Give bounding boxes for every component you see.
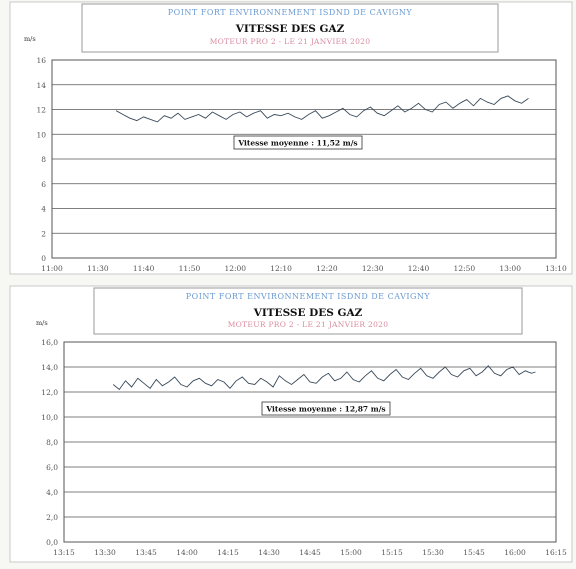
chart-1-unit-label: m/s [24,35,36,43]
chart-2-series-line [112,365,536,391]
chart-1-series-line [115,95,529,123]
chart-2-average-box [261,401,391,416]
chart-2-unit-label: m/s [36,319,48,327]
chart-1-subtitle: MOTEUR PRO 2 - LE 21 JANVIER 2020 [210,37,371,46]
chart-2-title: VITESSE DES GAZ [253,307,363,319]
chart-1-y-tick: 12 [36,106,46,115]
chart-1: POINT FORT ENVIRONNEMENT ISDND DE CAVIGN… [9,1,573,275]
chart-2-x-tick: 15:15 [381,548,403,557]
chart-1-x-tick: 11:50 [179,264,201,273]
chart-2-y-tick: 0,0 [46,538,58,547]
chart-1-x-tick: 11:30 [87,264,109,273]
chart-2-x-tick: 15:45 [463,548,485,557]
chart-1-y-tick: 10 [36,130,46,139]
chart-2-gridlines [64,366,556,518]
chart-2-x-tick: 14:00 [176,548,198,557]
chart-1-average-label: Vitesse moyenne : 11,52 m/s [237,139,357,148]
chart-1-x-tick: 12:50 [454,264,476,273]
chart-1-x-axis: 11:00 11:30 11:40 11:50 12:00 12:10 12:2… [41,264,567,273]
chart-1-x-tick: 12:00 [224,264,246,273]
chart-2-header-box [93,287,523,335]
chart-2-x-tick: 14:30 [258,548,280,557]
chart-2-x-tick: 13:30 [94,548,116,557]
chart-2-x-tick: 13:15 [53,548,75,557]
chart-1-average-box [233,135,363,150]
chart-1-gridlines [52,84,556,234]
chart-1-x-tick: 13:10 [545,264,567,273]
chart-1-x-tick: 12:30 [362,264,384,273]
chart-1-x-tick: 12:20 [316,264,338,273]
chart-2-y-tick: 14,0 [41,363,58,372]
chart-1-header-box [81,3,499,53]
chart-2-y-tick: 12,0 [41,388,58,397]
chart-1-y-tick: 6 [41,180,46,189]
chart-2-x-tick: 14:15 [217,548,239,557]
chart-2-y-tick: 2,0 [46,513,58,522]
chart-1-x-tick: 11:40 [133,264,155,273]
chart-2-x-tick: 16:00 [504,548,526,557]
chart-1-header-top: POINT FORT ENVIRONNEMENT ISDND DE CAVIGN… [168,8,413,17]
chart-1-y-tick: 2 [41,229,46,238]
chart-2-x-tick: 16:15 [545,548,567,557]
chart-2: POINT FORT ENVIRONNEMENT ISDND DE CAVIGN… [9,285,573,563]
chart-1-y-tick: 14 [36,81,46,90]
chart-1-title: VITESSE DES GAZ [235,23,345,35]
chart-2-y-tick: 4,0 [46,488,58,497]
chart-2-y-tick: 6,0 [46,463,58,472]
chart-2-y-tick: 10,0 [41,413,58,422]
chart-2-header-top: POINT FORT ENVIRONNEMENT ISDND DE CAVIGN… [186,292,431,301]
chart-1-x-tick: 11:00 [41,264,63,273]
chart-1-y-tick: 0 [41,254,46,263]
chart-2-y-tick: 16,0 [41,338,58,347]
chart-2-y-axis: 16,0 14,0 12,0 10,0 8,0 6,0 4,0 2,0 0,0 [41,338,58,547]
chart-2-x-tick: 14:45 [299,548,321,557]
chart-2-subtitle: MOTEUR PRO 2 - LE 21 JANVIER 2020 [228,320,389,329]
chart-1-x-tick: 12:10 [270,264,292,273]
chart-1-x-tick: 12:40 [408,264,430,273]
chart-2-x-axis: 13:15 13:30 13:45 14:00 14:15 14:30 14:4… [53,548,567,557]
chart-2-x-tick: 15:00 [340,548,362,557]
chart-1-y-axis: 16 14 12 10 8 6 4 2 0 [36,56,46,263]
chart-1-y-tick: 8 [41,155,46,164]
chart-2-x-tick: 13:45 [135,548,157,557]
chart-1-x-tick: 13:00 [499,264,521,273]
chart-2-x-tick: 15:30 [422,548,444,557]
chart-1-y-tick: 4 [41,205,46,214]
chart-1-y-tick: 16 [36,56,46,65]
chart-2-y-tick: 8,0 [46,438,58,447]
chart-2-average-label: Vitesse moyenne : 12,87 m/s [265,405,385,414]
